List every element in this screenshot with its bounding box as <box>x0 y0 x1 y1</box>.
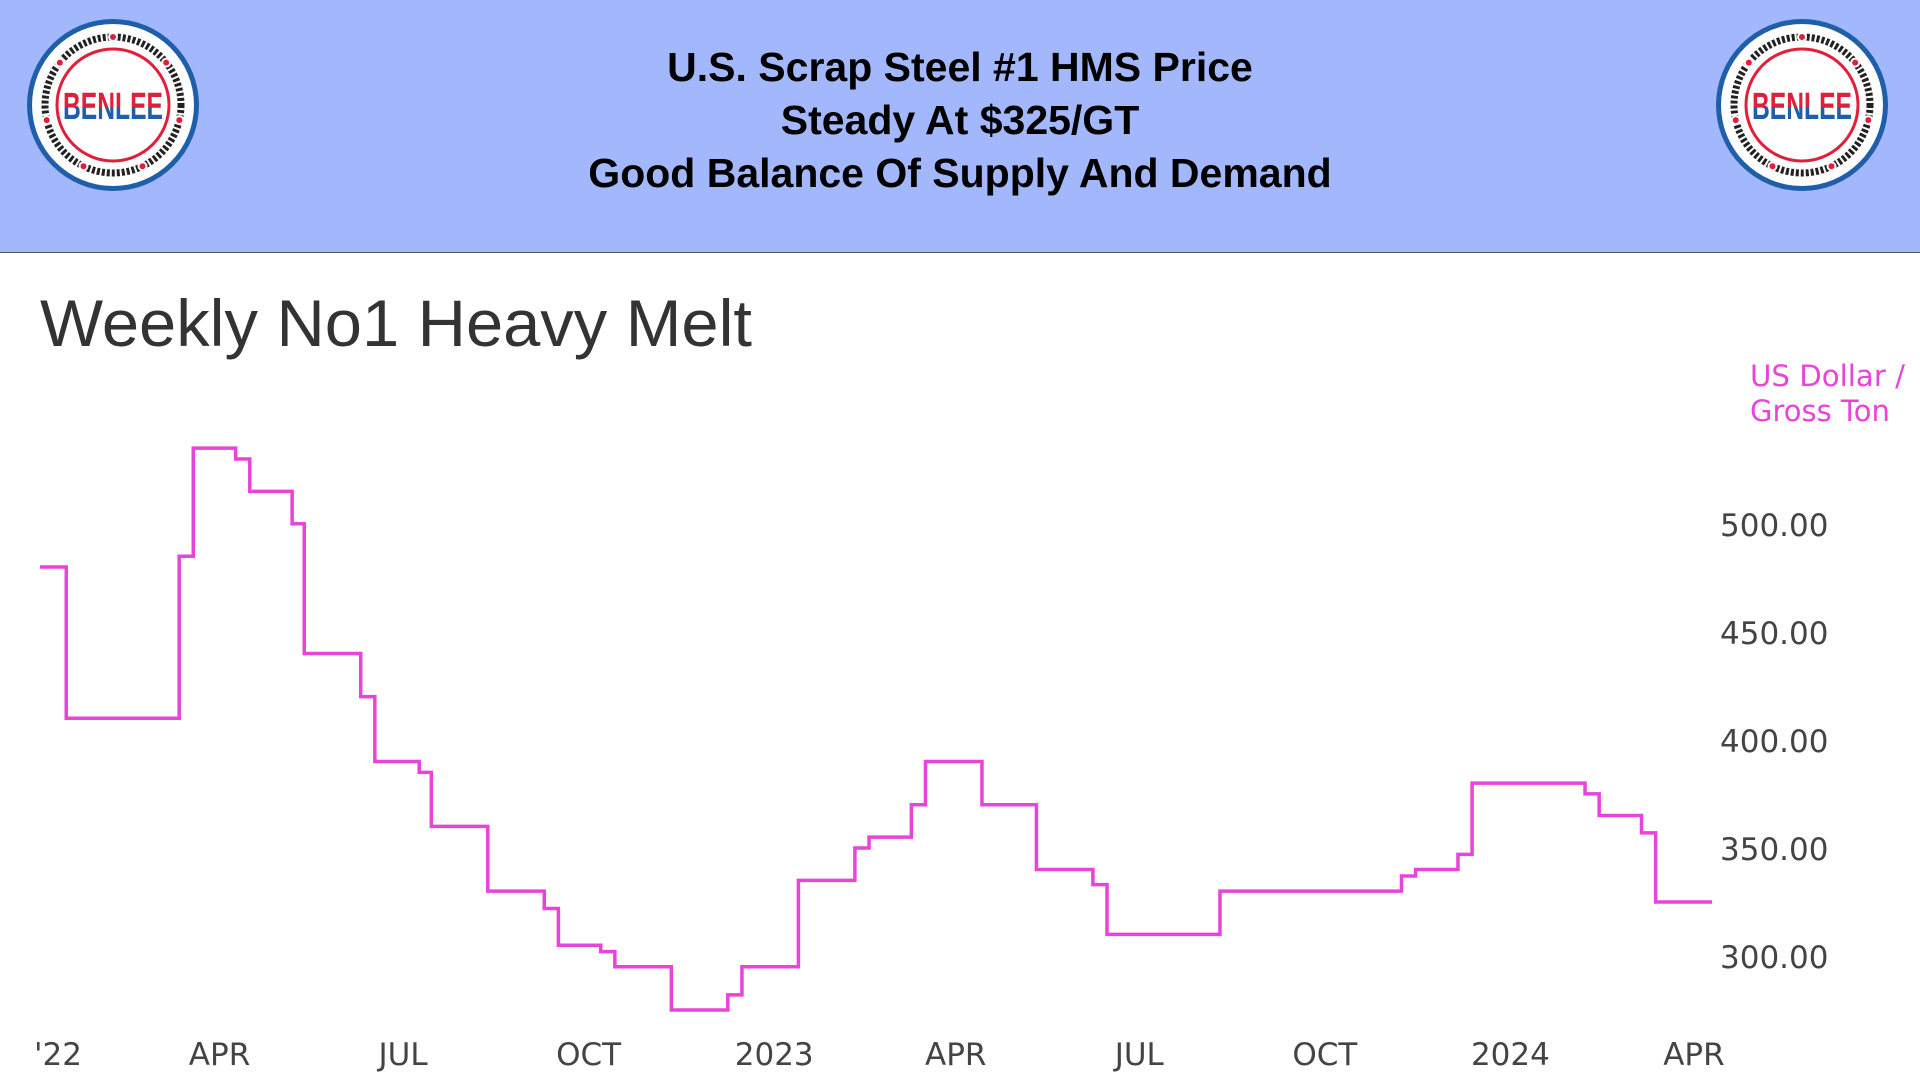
y-axis-label: US Dollar /Gross Ton <box>1750 359 1905 428</box>
logo-ring-lettering <box>1730 33 1874 177</box>
logo-star-icon <box>1769 163 1776 170</box>
x-tick-label: OCT <box>1292 1037 1358 1073</box>
x-tick-label: JUL <box>1113 1037 1165 1073</box>
logo-star-icon <box>1828 163 1835 170</box>
x-tick-label: APR <box>189 1037 250 1073</box>
logo-star-icon <box>1852 59 1859 66</box>
x-tick-label: 2023 <box>735 1037 814 1073</box>
logo-star-icon <box>163 59 170 66</box>
price-series-line <box>40 446 1713 1012</box>
headline-line-2: Steady At $325/GT <box>780 97 1140 143</box>
headline-line-1: U.S. Scrap Steel #1 HMS Price <box>667 44 1253 90</box>
headline-line-3: Good Balance Of Supply And Demand <box>588 150 1332 196</box>
x-axis-ticks: '22 APR JUL OCT 2023 APR JUL OCT 2024 APR <box>34 1037 1725 1073</box>
logo-star-icon <box>56 59 63 66</box>
logo-star-icon <box>1799 34 1805 40</box>
chart-title: Weekly No1 Heavy Melt <box>40 286 752 360</box>
benlee-logo-left: BENLEE <box>27 19 199 191</box>
x-tick-label: '22 <box>34 1037 82 1073</box>
logo-star-icon <box>1732 117 1739 124</box>
y-tick-label: 450.00 <box>1720 616 1828 652</box>
y-tick-label: 400.00 <box>1720 724 1828 760</box>
y-axis-label-line-2: Gross Ton <box>1750 394 1890 428</box>
logo-ring-lettering <box>41 33 185 177</box>
y-axis-label-line-1: US Dollar / <box>1750 359 1905 393</box>
logo-brand-text: BENLEE <box>63 86 163 128</box>
benlee-logo-right: BENLEE <box>1716 19 1888 191</box>
y-tick-label: 350.00 <box>1720 832 1828 868</box>
logo-star-icon <box>176 117 183 124</box>
logo-star-icon <box>43 117 50 124</box>
y-axis-ticks: 500.00 450.00 400.00 350.00 300.00 <box>1720 508 1828 976</box>
logo-star-icon <box>80 163 87 170</box>
x-tick-label: 2024 <box>1471 1037 1550 1073</box>
logo-star-icon <box>139 163 146 170</box>
header-banner: U.S. Scrap Steel #1 HMS Price Steady At … <box>0 0 1920 253</box>
y-tick-label: 500.00 <box>1720 508 1828 544</box>
logo-brand-text: BENLEE <box>1752 86 1852 128</box>
y-tick-label: 300.00 <box>1720 940 1828 976</box>
x-tick-label: JUL <box>377 1037 429 1073</box>
x-tick-label: APR <box>1663 1037 1724 1073</box>
x-tick-label: APR <box>925 1037 986 1073</box>
logo-star-icon <box>1745 59 1752 66</box>
logo-star-icon <box>1865 117 1872 124</box>
x-tick-label: OCT <box>556 1037 622 1073</box>
logo-star-icon <box>110 34 116 40</box>
